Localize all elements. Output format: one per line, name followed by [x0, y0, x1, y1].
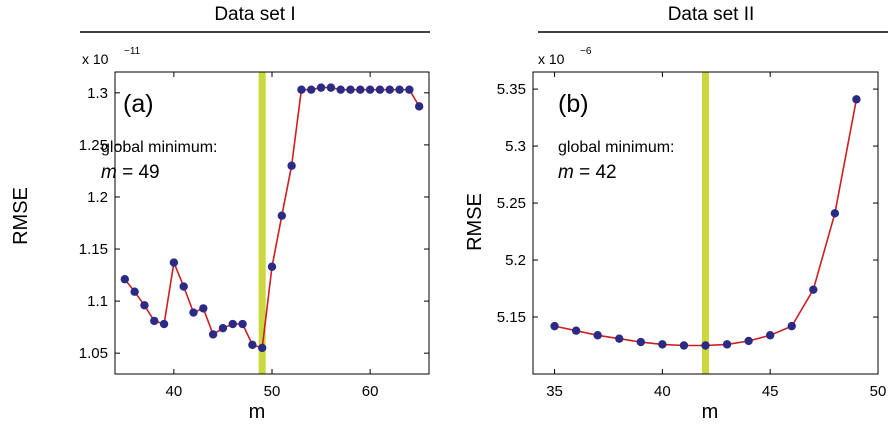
- panel-b-data-point: [701, 341, 710, 350]
- panel-b-highlight-band: [702, 72, 709, 374]
- panel-b-data-point: [615, 334, 624, 343]
- panel-a-scale-base: x 10: [82, 51, 109, 67]
- panel-a-ytick-label: 1.15: [79, 241, 108, 258]
- panel-a-data-point: [307, 85, 316, 94]
- panel-b-data-point: [787, 321, 796, 331]
- panel-b-ytick-label: 5.2: [505, 252, 526, 269]
- panel-b-ytick-label: 5.25: [497, 195, 526, 212]
- panel-a-ytick-label: 1.2: [87, 189, 108, 206]
- panel-a-xtick-label: 50: [264, 383, 281, 400]
- panel-a-data-point: [287, 161, 296, 170]
- panel-a-data-point: [356, 85, 365, 94]
- panel-a-label: (a): [123, 90, 154, 118]
- panel-a-data-point: [150, 316, 159, 326]
- panel-a-ytick-label: 1.3: [87, 85, 108, 102]
- panel-a-annotation-line1: global minimum:: [101, 139, 217, 156]
- panel-a-highlight-band: [258, 72, 266, 374]
- panel-b-ytick-label: 5.3: [505, 138, 526, 155]
- panel-a-data-point: [238, 319, 247, 329]
- panel-b-ylabel: RMSE: [464, 193, 486, 251]
- panel-b-xlabel: m: [702, 401, 719, 423]
- panel-a-data-point: [257, 343, 267, 353]
- panel-a-data-point: [199, 304, 208, 313]
- panel-a-ytick-label: 1.1: [87, 293, 108, 310]
- panel-a-data-point: [385, 85, 394, 94]
- panel-a-data-point: [159, 319, 169, 329]
- panel-b-data-point: [809, 285, 818, 294]
- panel-a-ytick-label: 1.25: [79, 137, 108, 154]
- panel-b-annotation-line1: global minimum:: [558, 139, 674, 156]
- panel-b-data-point: [830, 209, 840, 218]
- panel-b-xtick-label: 35: [546, 383, 563, 400]
- panel-b-data-point: [679, 341, 689, 350]
- panel-a-data-point: [414, 102, 424, 111]
- panel-a-data-point: [169, 258, 179, 267]
- panel-b-data-point: [722, 340, 732, 349]
- panel-a-ylabel: RMSE: [10, 187, 32, 245]
- panel-b-series: [550, 95, 861, 350]
- panel-a-data-point: [316, 83, 326, 92]
- panel-b-ytick-label: 5.35: [497, 81, 526, 98]
- panel-a-data-point: [326, 83, 336, 92]
- panel-a-data-point: [208, 330, 218, 339]
- panel-a-data-point: [140, 301, 149, 310]
- panel-b-scale-base: x 10: [538, 51, 565, 67]
- panel-b-xtick-label: 40: [654, 383, 671, 400]
- panel-b-highlight-layer: [702, 72, 709, 374]
- panel-b-xtick-label: 50: [870, 383, 887, 400]
- panel-a-axes-frame: [114, 71, 430, 375]
- panel-b-axes-frame: [532, 71, 879, 375]
- panel-a-data-point: [120, 275, 130, 284]
- panel-b-title: Data set II: [668, 4, 755, 25]
- panel-a-series-line: [124, 86, 420, 350]
- panel-a-data-point: [267, 262, 277, 271]
- panel-b-annotation-value: = 42: [574, 162, 617, 183]
- panel-a-data-point: [336, 85, 345, 94]
- panel-a-data-point: [277, 211, 287, 220]
- panel-a-xtick-label: 60: [362, 383, 379, 400]
- panel-a-data-point: [189, 308, 198, 317]
- panel-a-data-point: [130, 287, 139, 296]
- panel-b-ytick-label: 5.15: [497, 309, 526, 326]
- panel-b-label: (b): [558, 90, 589, 118]
- panel-a-annotation-var: m: [101, 162, 117, 183]
- panel-a-highlight-layer: [258, 72, 266, 374]
- panel-b-data-point: [636, 337, 646, 347]
- panel-b-data-point: [765, 331, 775, 340]
- panel-b-annotation-line2: m = 42: [558, 162, 617, 183]
- panel-a-data-point: [179, 282, 188, 291]
- panel-a-ticks: 40 50 60 1.05 1.1 1.15 1.2 1.25 1.3: [79, 72, 429, 400]
- panel-a-scale-exponent: −11: [124, 46, 141, 57]
- panel-b-data-point: [593, 331, 602, 340]
- panel-b-data-point: [852, 95, 861, 104]
- panel-a-xlabel: m: [249, 401, 266, 423]
- panel-b-scale-exponent: −6: [580, 46, 592, 57]
- panel-a-data-point: [228, 319, 237, 329]
- panel-a-data-point: [346, 85, 355, 94]
- panel-a-data-point: [248, 340, 257, 350]
- panel-b-data-point: [744, 336, 753, 346]
- panel-a-data-point: [405, 85, 414, 94]
- panel-b-data-point: [658, 340, 667, 349]
- panel-a-annotation-line2: m = 49: [101, 162, 160, 183]
- panel-a-data-point: [365, 85, 375, 94]
- panel-b-data-point: [571, 326, 581, 335]
- panel-b: Data set II x 10 −6 35 40 45 50 5.15 5.2 5.25 5…: [464, 4, 888, 423]
- panel-b-annotation-var: m: [558, 162, 574, 183]
- panel-a-data-point: [375, 85, 385, 94]
- panel-a-title: Data set I: [214, 4, 295, 25]
- panel-a-xtick-label: 40: [166, 383, 183, 400]
- panel-a-data-point: [218, 323, 228, 333]
- panel-b-data-point: [550, 321, 559, 331]
- panel-a-data-point: [297, 85, 306, 94]
- panel-b-ticks: 35 40 45 50 5.15 5.2 5.25 5.3 5.35: [497, 72, 887, 400]
- panel-a-ytick-label: 1.05: [79, 345, 108, 362]
- panel-a-data-point: [395, 85, 404, 94]
- panel-b-xtick-label: 45: [762, 383, 779, 400]
- panel-a-series: [120, 83, 424, 353]
- panel-a-annotation-value: = 49: [117, 162, 160, 183]
- panel-a: Data set I x 10 −11 40 50 60 1.05 1.1 1.15 1.2…: [10, 4, 430, 423]
